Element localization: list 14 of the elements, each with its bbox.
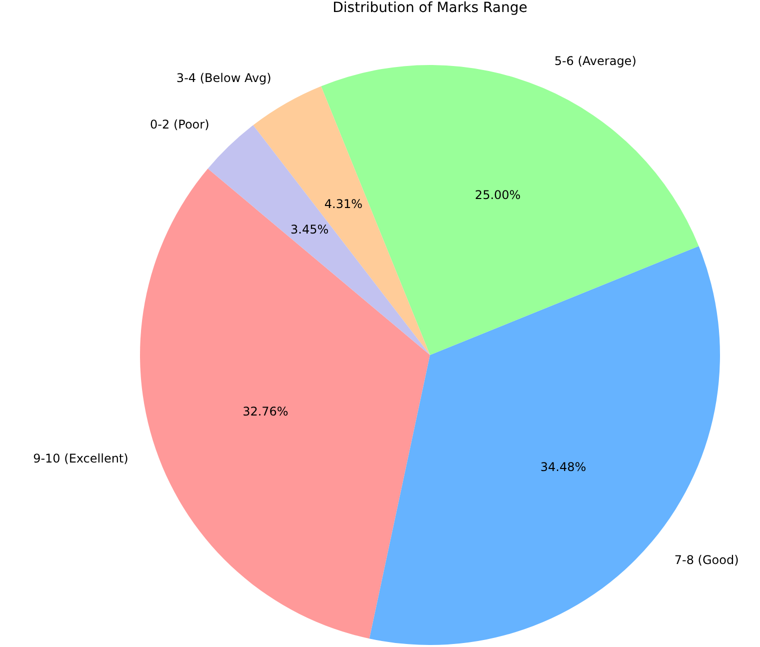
chart-title: Distribution of Marks Range (332, 0, 528, 16)
data-label: 34.48% (540, 460, 586, 474)
pie-slice (140, 168, 430, 639)
data-label: 25.00% (474, 188, 521, 202)
pie-slice (208, 125, 430, 355)
pie-slice (253, 86, 430, 355)
slice-label: 3-4 (Below Avg) (176, 71, 272, 86)
data-label: 3.45% (290, 222, 329, 236)
slice-label: 5-6 (Average) (554, 54, 636, 68)
slice-label: 0-2 (Poor) (150, 118, 210, 132)
slice-label: 7-8 (Good) (674, 553, 739, 568)
data-label: 4.31% (324, 197, 363, 212)
slice-label: 9-10 (Excellent) (33, 452, 128, 466)
data-label: 32.76% (242, 404, 288, 419)
